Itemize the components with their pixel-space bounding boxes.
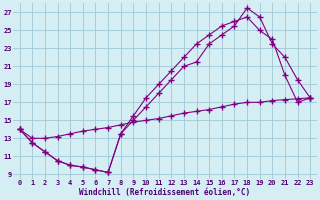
X-axis label: Windchill (Refroidissement éolien,°C): Windchill (Refroidissement éolien,°C) xyxy=(79,188,251,197)
